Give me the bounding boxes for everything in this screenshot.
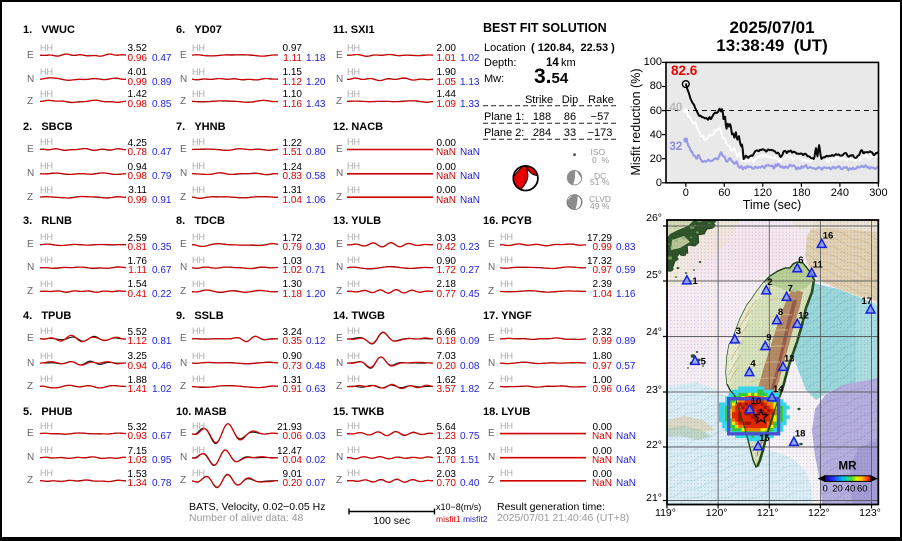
- svg-text:12: 12: [798, 311, 809, 322]
- svg-text:10: 10: [751, 396, 762, 407]
- svg-text:1: 1: [692, 276, 698, 287]
- svg-text:2: 2: [767, 277, 772, 288]
- svg-text:40: 40: [845, 484, 856, 495]
- svg-text:13: 13: [784, 354, 795, 365]
- svg-text:18: 18: [795, 429, 806, 440]
- svg-text:MR: MR: [839, 461, 858, 473]
- svg-text:60: 60: [857, 484, 868, 495]
- svg-text:11: 11: [813, 260, 824, 271]
- svg-text:17: 17: [862, 296, 873, 307]
- svg-text:5: 5: [701, 357, 707, 368]
- svg-text:8: 8: [778, 307, 783, 318]
- svg-text:0: 0: [823, 484, 828, 495]
- svg-text:20: 20: [832, 484, 843, 495]
- svg-text:15: 15: [759, 433, 770, 444]
- svg-text:7: 7: [788, 284, 793, 295]
- svg-text:6: 6: [798, 255, 803, 266]
- svg-text:16: 16: [823, 231, 834, 242]
- svg-text:14: 14: [773, 384, 784, 395]
- svg-text:3: 3: [736, 326, 741, 337]
- svg-text:9: 9: [766, 333, 771, 344]
- svg-text:4: 4: [750, 359, 756, 370]
